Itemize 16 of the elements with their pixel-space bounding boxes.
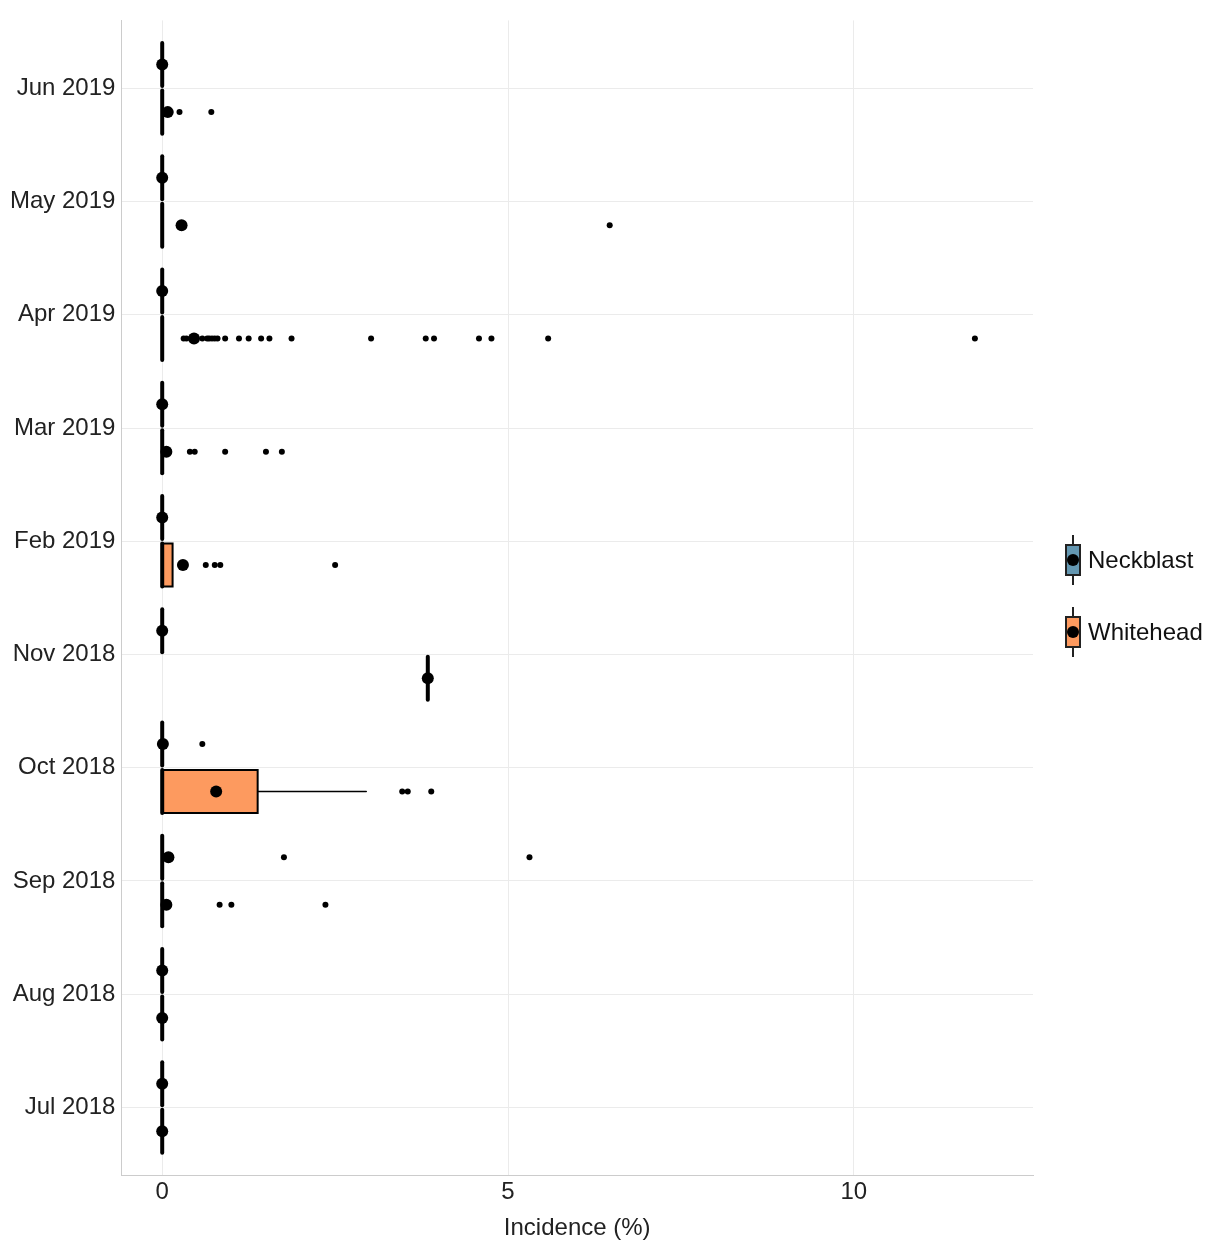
legend-label: Neckblast [1088, 546, 1194, 574]
y-tick-label: Mar 2019 [14, 412, 116, 440]
y-tick-label: May 2019 [9, 186, 116, 214]
y-tick-label: Jul 2018 [24, 1092, 116, 1120]
y-tick-label: Nov 2018 [12, 639, 116, 667]
y-tick-label: Aug 2018 [12, 978, 116, 1006]
x-tick-label: 0 [155, 1177, 169, 1205]
x-tick-label: 5 [501, 1177, 515, 1205]
x-tick-label: 10 [840, 1177, 868, 1205]
y-tick-label: Jun 2019 [16, 72, 116, 100]
legend-label: Whitehead [1088, 618, 1203, 646]
y-tick-label: Sep 2018 [12, 865, 116, 893]
y-tick-label: Apr 2019 [17, 299, 116, 327]
y-tick-label: Oct 2018 [17, 752, 116, 780]
y-tick-label: Feb 2019 [13, 525, 116, 553]
x-axis-title: Incidence (%) [503, 1213, 651, 1241]
